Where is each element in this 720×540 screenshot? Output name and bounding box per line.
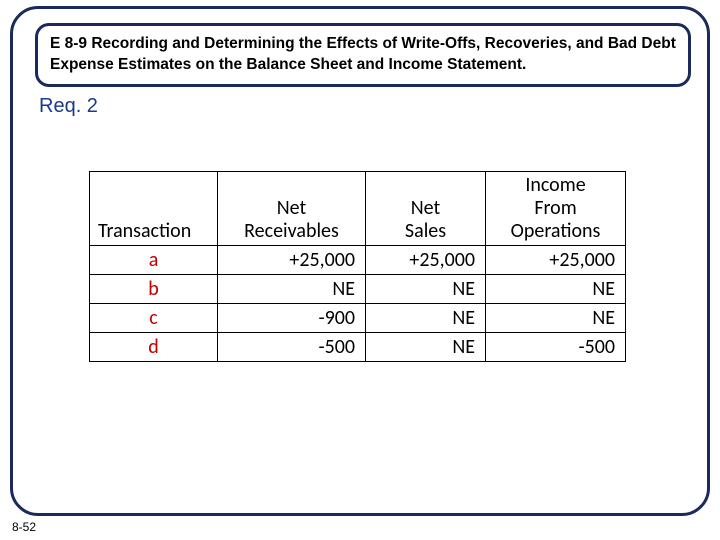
- cell-sales: NE: [366, 304, 486, 333]
- table-row: d -500 NE -500: [90, 333, 626, 362]
- cell-sales: NE: [366, 333, 486, 362]
- cell-sales: +25,000: [366, 246, 486, 275]
- header-sales: NetSales: [366, 172, 486, 246]
- header-receivables: NetReceivables: [218, 172, 366, 246]
- effects-table: Transaction NetReceivables NetSales Inco…: [89, 171, 626, 362]
- requirement-label: Req. 2: [39, 95, 98, 118]
- table-header-row: Transaction NetReceivables NetSales Inco…: [90, 172, 626, 246]
- title-box: E 8-9 Recording and Determining the Effe…: [35, 23, 691, 87]
- cell-income: +25,000: [486, 246, 626, 275]
- cell-receivables: -900: [218, 304, 366, 333]
- slide-frame: E 8-9 Recording and Determining the Effe…: [10, 6, 710, 516]
- table-row: b NE NE NE: [90, 275, 626, 304]
- cell-income: -500: [486, 333, 626, 362]
- cell-income: NE: [486, 275, 626, 304]
- table-body: a +25,000 +25,000 +25,000 b NE NE NE c -…: [90, 246, 626, 362]
- cell-transaction: d: [90, 333, 218, 362]
- cell-receivables: NE: [218, 275, 366, 304]
- cell-transaction: c: [90, 304, 218, 333]
- slide-title: E 8-9 Recording and Determining the Effe…: [50, 34, 676, 76]
- cell-income: NE: [486, 304, 626, 333]
- header-income: IncomeFromOperations: [486, 172, 626, 246]
- page-number: 8-52: [12, 520, 36, 534]
- header-transaction: Transaction: [90, 172, 218, 246]
- cell-sales: NE: [366, 275, 486, 304]
- cell-receivables: +25,000: [218, 246, 366, 275]
- cell-transaction: a: [90, 246, 218, 275]
- table-row: c -900 NE NE: [90, 304, 626, 333]
- table-row: a +25,000 +25,000 +25,000: [90, 246, 626, 275]
- cell-transaction: b: [90, 275, 218, 304]
- cell-receivables: -500: [218, 333, 366, 362]
